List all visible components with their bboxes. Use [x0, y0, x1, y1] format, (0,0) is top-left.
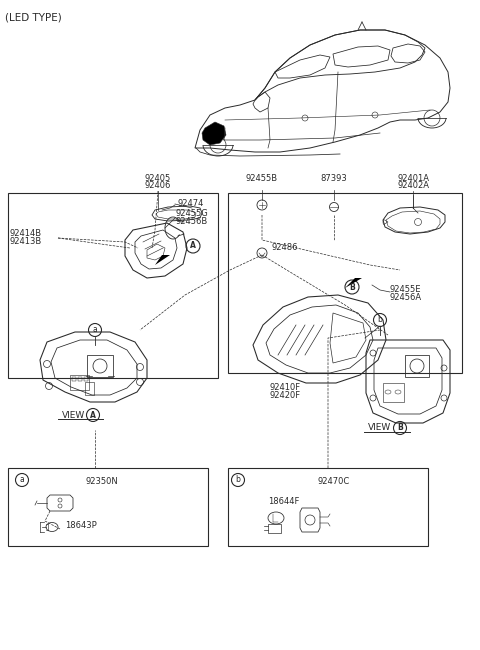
- Text: B: B: [397, 424, 403, 432]
- Text: a: a: [93, 326, 97, 335]
- Text: 92402A: 92402A: [397, 181, 429, 190]
- Text: B: B: [349, 283, 355, 291]
- Text: 92420F: 92420F: [270, 391, 301, 400]
- Text: 92455E: 92455E: [390, 285, 421, 294]
- Text: VIEW: VIEW: [62, 411, 85, 419]
- Text: b: b: [378, 315, 383, 324]
- Text: (LED TYPE): (LED TYPE): [5, 12, 62, 22]
- Text: 92455G: 92455G: [176, 209, 209, 218]
- Text: 92413B: 92413B: [10, 237, 42, 246]
- Text: A: A: [190, 242, 196, 250]
- Text: 92406: 92406: [145, 181, 171, 190]
- Polygon shape: [202, 122, 226, 145]
- Text: 92470C: 92470C: [318, 478, 350, 486]
- Text: 92456A: 92456A: [390, 294, 422, 302]
- Text: 92405: 92405: [145, 174, 171, 183]
- Text: 92401A: 92401A: [397, 174, 429, 183]
- Text: a: a: [20, 476, 24, 484]
- Text: 92410F: 92410F: [270, 384, 301, 393]
- Text: A: A: [90, 411, 96, 419]
- Text: b: b: [236, 476, 240, 484]
- Text: 18643P: 18643P: [65, 521, 97, 530]
- Text: 92486: 92486: [272, 244, 299, 252]
- Text: 92350N: 92350N: [85, 478, 118, 486]
- Polygon shape: [345, 278, 362, 288]
- Text: 87393: 87393: [321, 174, 348, 183]
- Polygon shape: [155, 255, 170, 265]
- Text: 92455B: 92455B: [246, 174, 278, 183]
- Text: 18644F: 18644F: [268, 497, 300, 506]
- Text: 92474: 92474: [177, 200, 204, 209]
- Text: 92414B: 92414B: [10, 229, 42, 239]
- Text: VIEW: VIEW: [368, 424, 391, 432]
- Text: 92456B: 92456B: [176, 218, 208, 226]
